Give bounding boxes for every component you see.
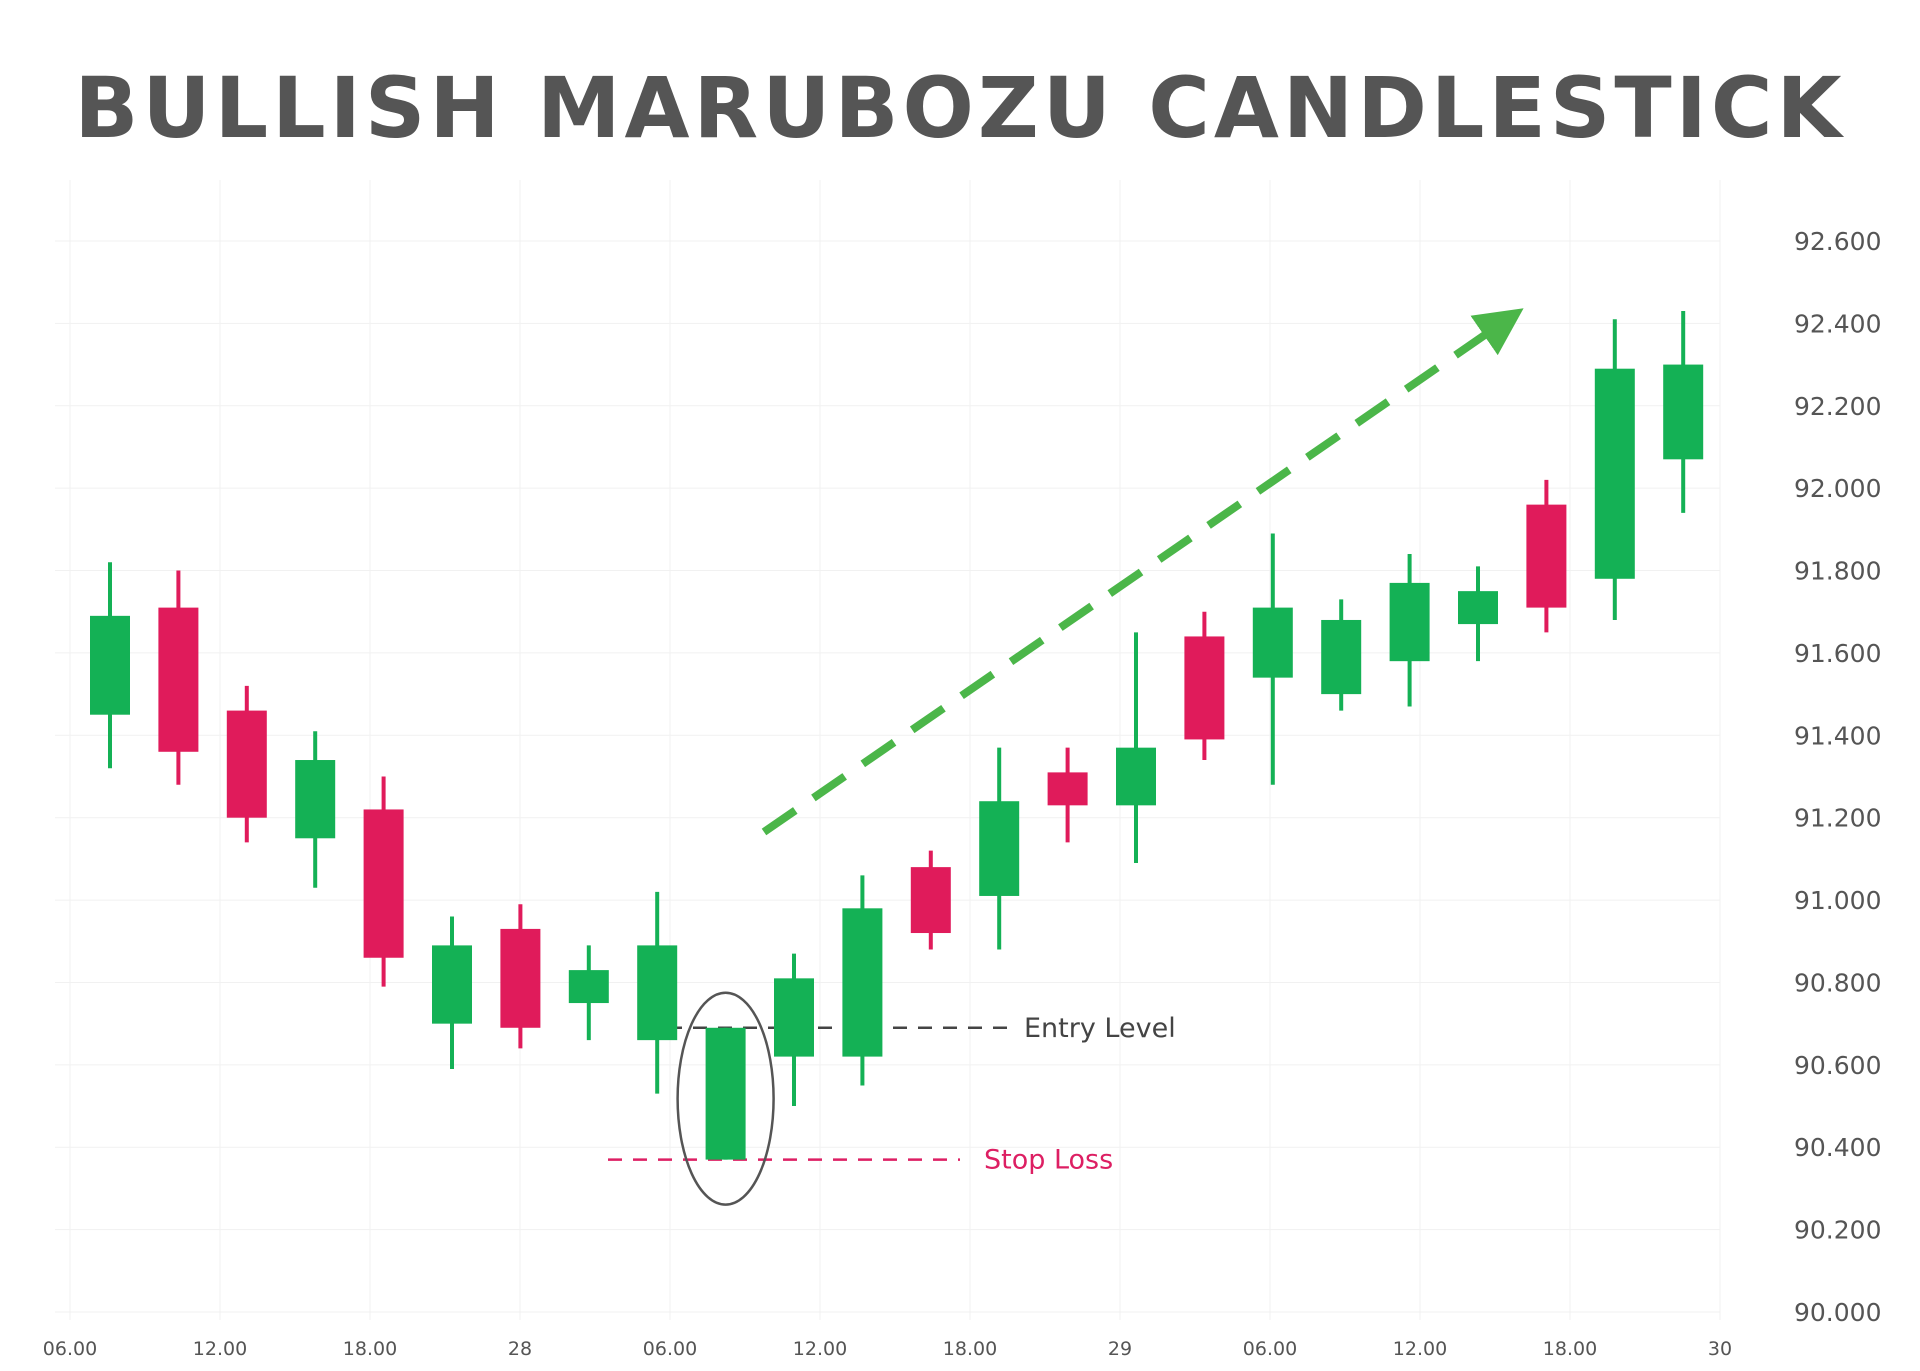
chart-title: BULLISH MARUBOZU CANDLESTICK bbox=[74, 59, 1846, 157]
candle-body bbox=[1458, 591, 1498, 625]
candle-body bbox=[842, 908, 883, 1057]
marubozu-highlight-ellipse bbox=[676, 991, 775, 1206]
bullish-candle bbox=[1252, 533, 1293, 785]
bullish-candle bbox=[1594, 319, 1635, 620]
bearish-candle bbox=[158, 570, 199, 785]
x-tick-label: 06.00 bbox=[43, 1338, 97, 1360]
y-tick-label: 91.200 bbox=[1794, 804, 1881, 833]
bullish-candle bbox=[568, 945, 609, 1041]
x-tick-label: 18.00 bbox=[1543, 1338, 1597, 1360]
x-axis: 06.00 12.00 18.00 28 06.00 12.00 18.00 29 06.00 1… bbox=[43, 1338, 1732, 1360]
bullish-candle bbox=[774, 953, 814, 1107]
y-tick-label: 91.000 bbox=[1794, 886, 1881, 915]
candle-body bbox=[1252, 607, 1293, 678]
candle-body bbox=[1116, 747, 1156, 806]
bearish-candle bbox=[1184, 611, 1225, 761]
y-tick-label: 91.400 bbox=[1794, 721, 1881, 750]
y-tick-label: 92.000 bbox=[1794, 474, 1881, 503]
y-tick-label: 90.600 bbox=[1794, 1051, 1881, 1080]
entry-level-label: Entry Level bbox=[1024, 1013, 1176, 1044]
candle-body bbox=[226, 710, 267, 818]
highlight-layer bbox=[676, 991, 775, 1206]
bullish-candle bbox=[1458, 566, 1498, 662]
bearish-candle bbox=[226, 685, 267, 843]
candle-body bbox=[295, 760, 336, 839]
bearish-candle bbox=[1526, 479, 1567, 633]
candle-body bbox=[568, 970, 609, 1004]
x-tick-label: 12.00 bbox=[193, 1338, 247, 1360]
candle-body bbox=[432, 945, 472, 1024]
candle-body bbox=[1047, 772, 1088, 806]
bullish-candle bbox=[842, 875, 883, 1086]
y-tick-label: 90.400 bbox=[1794, 1133, 1881, 1162]
candle-body bbox=[637, 945, 678, 1041]
candle-body bbox=[705, 1027, 746, 1160]
bearish-candle bbox=[500, 904, 541, 1049]
x-tick-label: 28 bbox=[508, 1338, 532, 1360]
candle-body bbox=[979, 801, 1020, 896]
candle-body bbox=[158, 607, 199, 752]
candle-body bbox=[1663, 364, 1704, 460]
candle-body bbox=[774, 978, 814, 1057]
bullish-candle bbox=[1663, 311, 1704, 513]
bearish-candle bbox=[1047, 747, 1088, 843]
x-tick-label: 30 bbox=[1708, 1338, 1732, 1360]
y-tick-label: 90.800 bbox=[1794, 968, 1881, 997]
trend-arrow-line bbox=[761, 308, 1524, 836]
bearish-candle bbox=[910, 850, 951, 950]
y-tick-label: 90.200 bbox=[1794, 1216, 1881, 1245]
y-tick-label: 91.800 bbox=[1794, 557, 1881, 586]
candles bbox=[90, 311, 1704, 1160]
x-tick-label: 06.00 bbox=[643, 1338, 697, 1360]
candle-body bbox=[363, 809, 404, 958]
candle-body bbox=[1389, 582, 1430, 662]
bullish-candle bbox=[979, 747, 1020, 950]
candle-body bbox=[1526, 504, 1567, 608]
x-tick-label: 12.00 bbox=[793, 1338, 847, 1360]
bullish-candle bbox=[1321, 599, 1362, 711]
x-tick-label: 29 bbox=[1108, 1338, 1132, 1360]
annotation-lines: Entry Level Stop Loss bbox=[608, 1013, 1176, 1176]
x-tick-label: 12.00 bbox=[1393, 1338, 1447, 1360]
x-tick-label: 06.00 bbox=[1243, 1338, 1297, 1360]
y-tick-label: 92.200 bbox=[1794, 392, 1881, 421]
y-tick-label: 92.400 bbox=[1794, 309, 1881, 338]
bullish-candle bbox=[295, 731, 336, 888]
candle-body bbox=[500, 928, 541, 1028]
bullish-candle bbox=[705, 1027, 746, 1160]
bullish-candle bbox=[1389, 554, 1430, 707]
candle-body bbox=[910, 867, 951, 934]
bullish-candle bbox=[1116, 632, 1156, 864]
stop-loss-label: Stop Loss bbox=[984, 1145, 1113, 1176]
candle-body bbox=[1321, 619, 1362, 695]
y-tick-label: 90.000 bbox=[1794, 1298, 1881, 1327]
candle-body bbox=[1594, 368, 1635, 579]
trend-arrow bbox=[761, 308, 1524, 836]
bearish-candle bbox=[363, 776, 404, 987]
y-axis: 92.600 92.400 92.200 92.000 91.800 91.600 91.4… bbox=[1794, 227, 1881, 1327]
bullish-candle bbox=[637, 891, 678, 1094]
y-tick-label: 92.600 bbox=[1794, 227, 1881, 256]
x-tick-label: 18.00 bbox=[943, 1338, 997, 1360]
bullish-candle bbox=[432, 916, 472, 1069]
candle-body bbox=[1184, 636, 1225, 740]
bullish-candle bbox=[90, 562, 130, 769]
candle-body bbox=[90, 615, 130, 715]
x-tick-label: 18.00 bbox=[343, 1338, 397, 1360]
y-tick-label: 91.600 bbox=[1794, 639, 1881, 668]
